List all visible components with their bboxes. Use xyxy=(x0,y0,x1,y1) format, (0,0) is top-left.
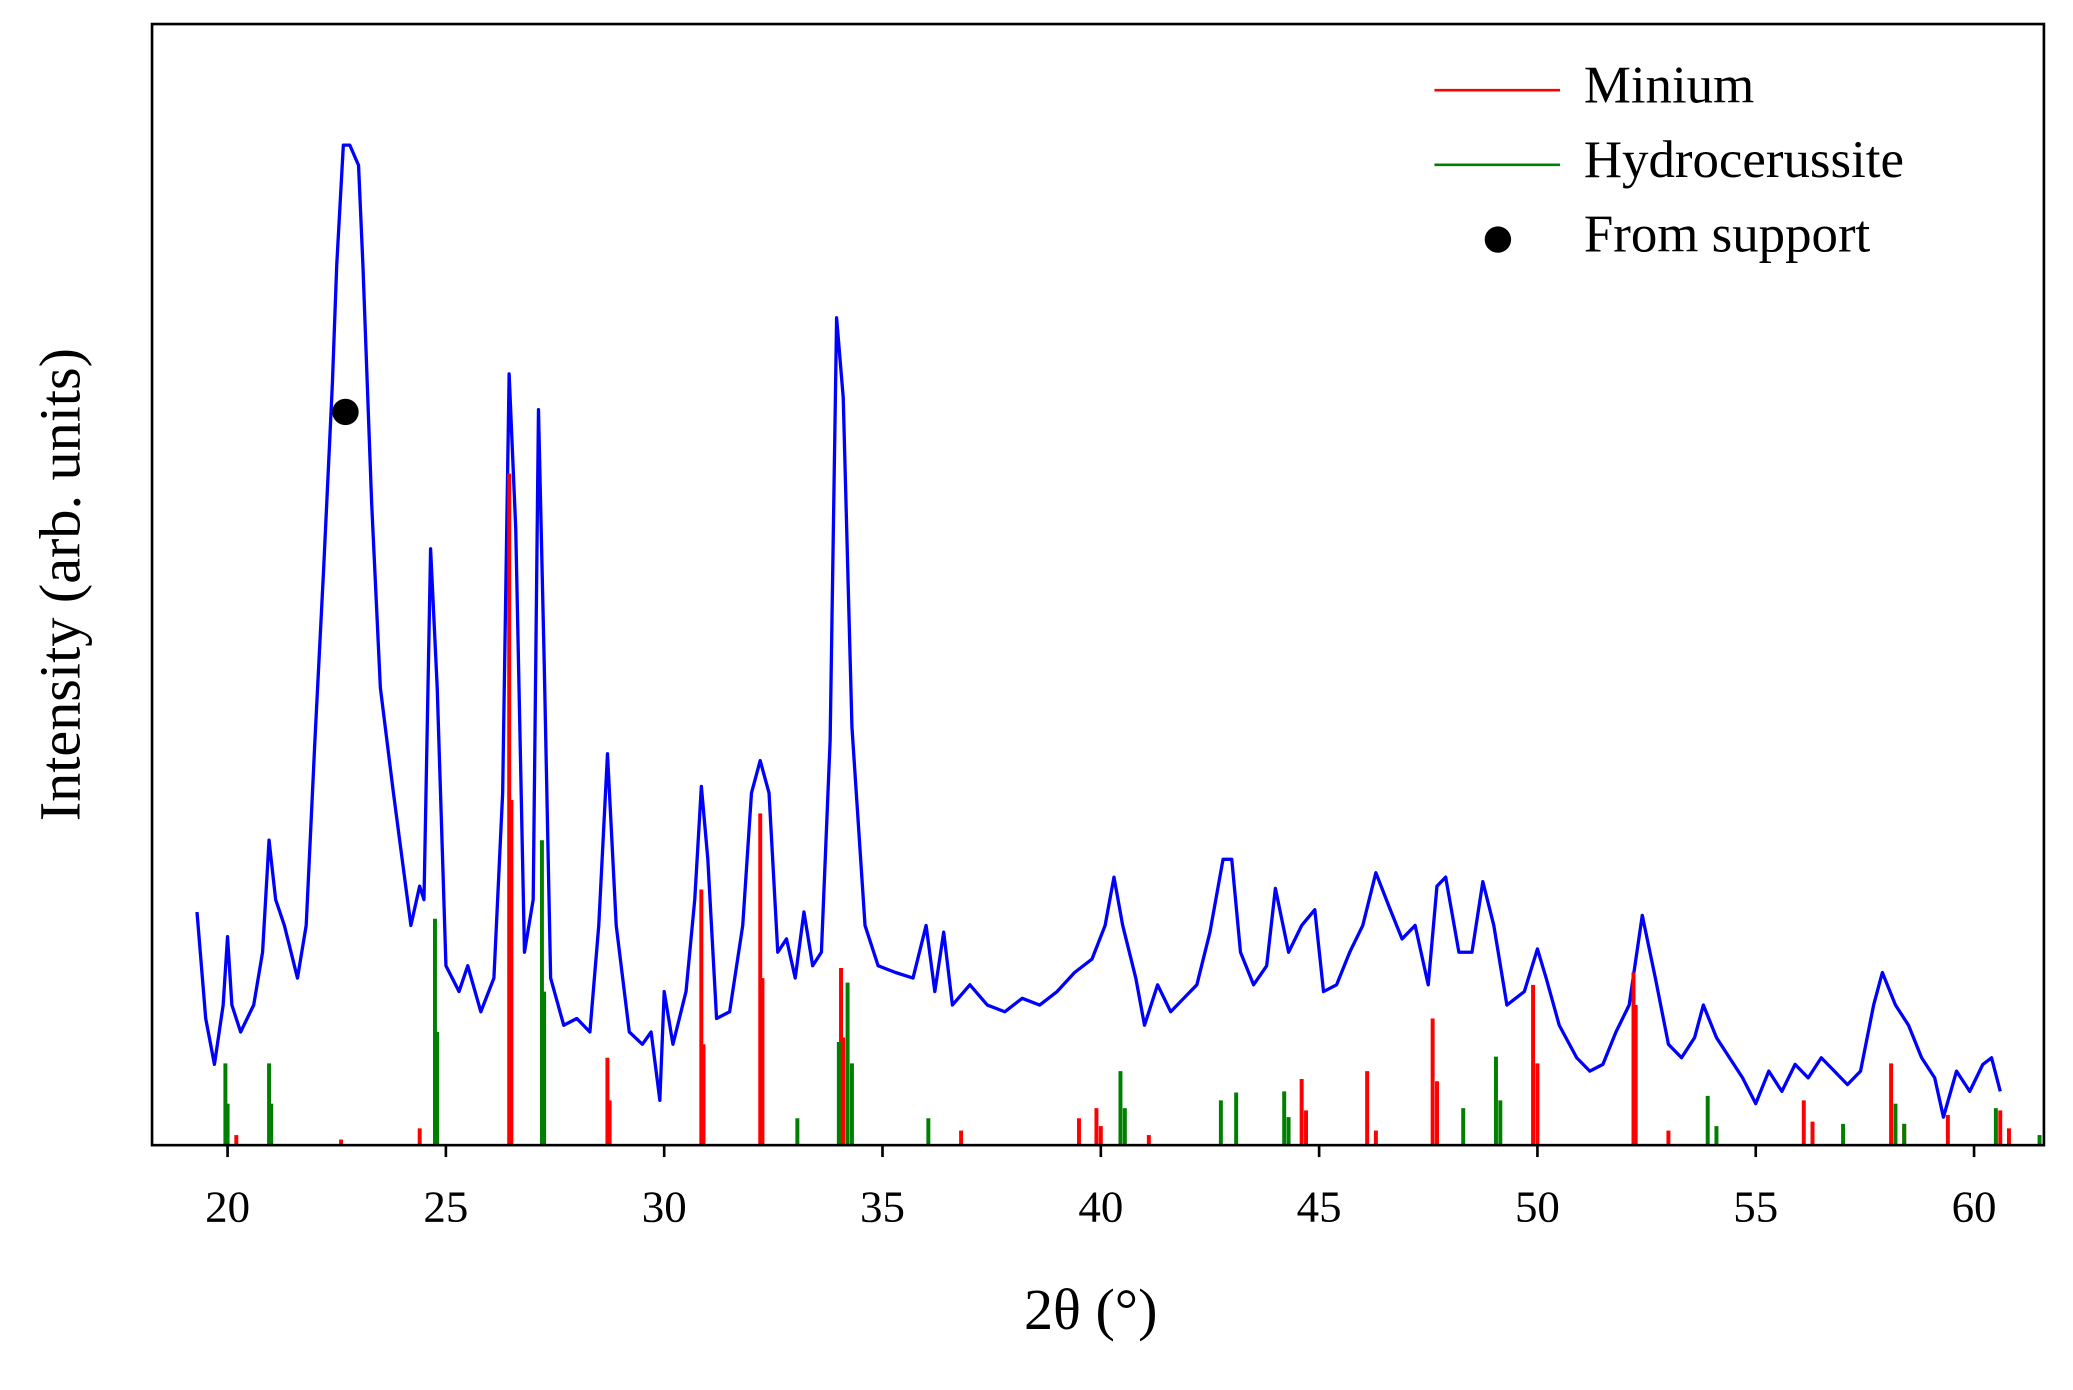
legend-label: Hydrocerussite xyxy=(1584,131,1904,189)
x-tick-label: 60 xyxy=(1952,1182,1997,1232)
y-axis-label: Intensity (arb. units) xyxy=(27,348,92,821)
legend-label: From support xyxy=(1584,206,1871,264)
x-tick-label: 25 xyxy=(423,1182,468,1232)
legend-marker xyxy=(1484,226,1512,253)
legend-label: Minium xyxy=(1584,56,1754,114)
x-tick-label: 30 xyxy=(642,1182,687,1232)
x-axis-label: 2θ (°) xyxy=(1024,1277,1157,1342)
x-tick-label: 45 xyxy=(1297,1182,1342,1232)
marker xyxy=(332,398,359,426)
data-line xyxy=(195,143,2002,1119)
x-tick-label: 20 xyxy=(205,1182,250,1232)
x-tick-label: 55 xyxy=(1733,1182,1778,1232)
plot-frame xyxy=(150,22,2046,1147)
x-tick-label: 40 xyxy=(1078,1182,1123,1232)
x-tick-label: 50 xyxy=(1515,1182,1560,1232)
x-tick-label: 35 xyxy=(860,1182,905,1232)
